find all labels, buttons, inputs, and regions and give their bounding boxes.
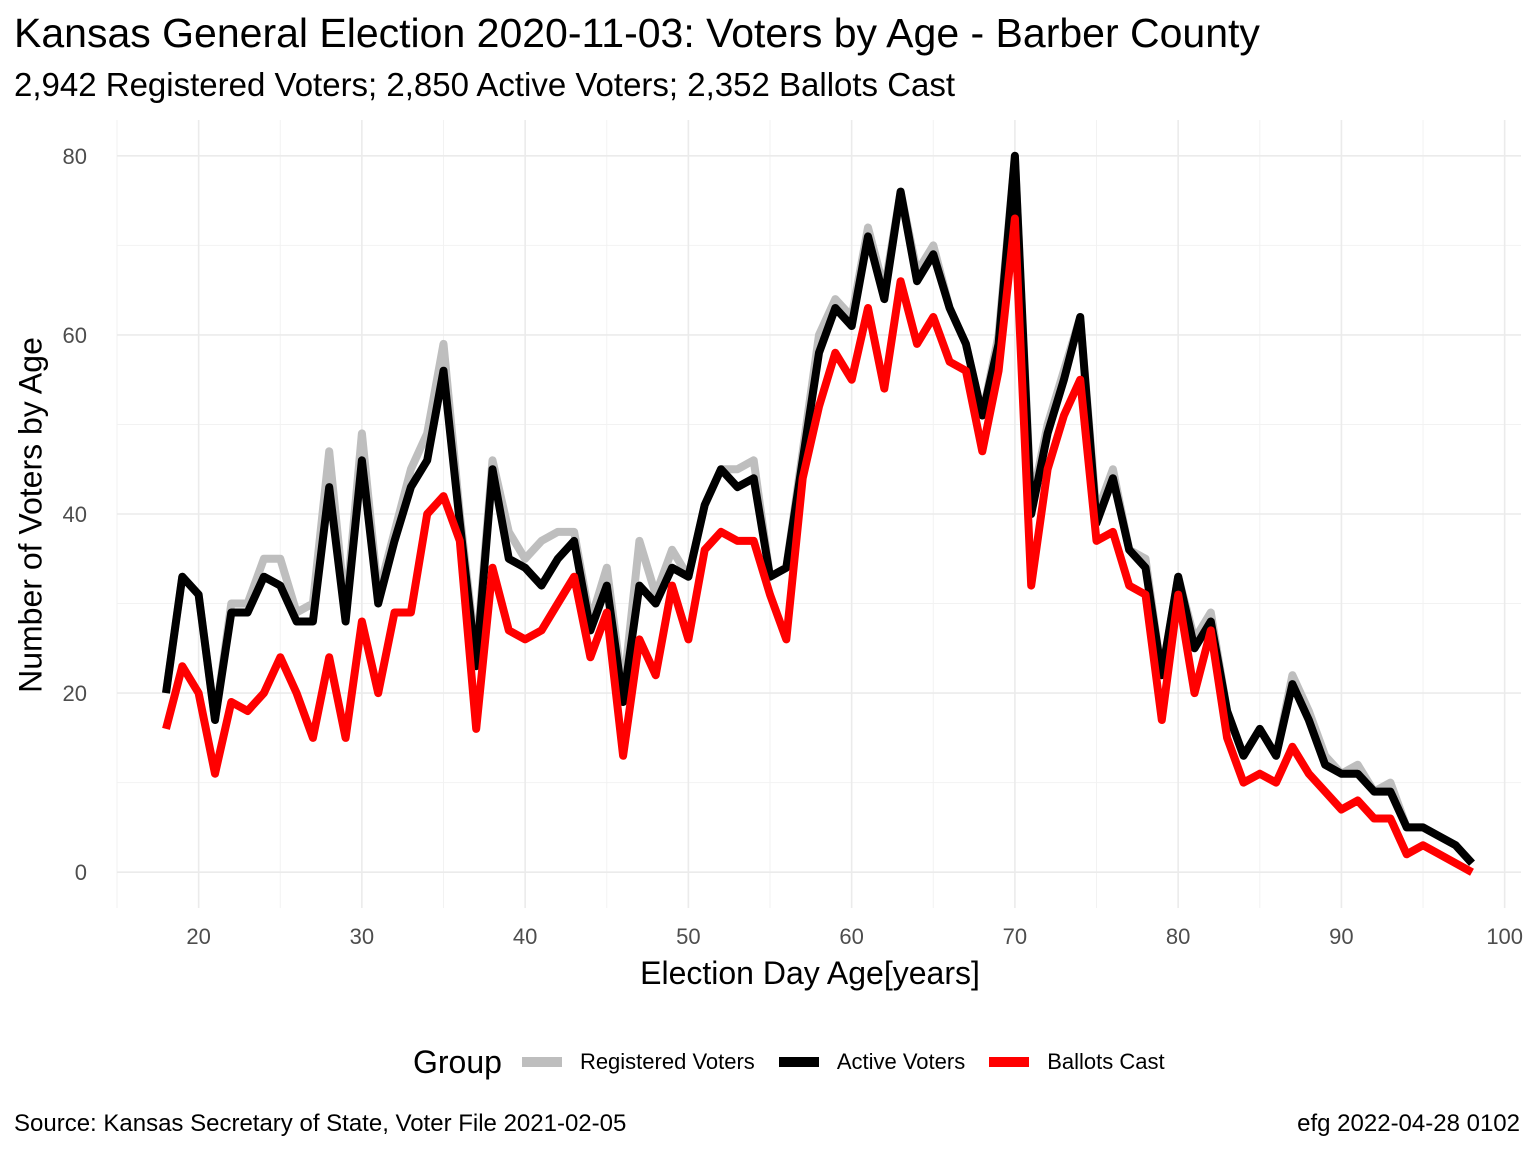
series-lines bbox=[162, 151, 1475, 876]
x-tick-label: 40 bbox=[513, 924, 537, 949]
chart-title: Kansas General Election 2020-11-03: Vote… bbox=[14, 10, 1260, 56]
x-tick-label: 90 bbox=[1329, 924, 1353, 949]
y-tick-label: 0 bbox=[75, 860, 87, 885]
y-tick-label: 20 bbox=[63, 681, 87, 706]
legend: Group Registered Voters Active Voters Ba… bbox=[413, 1040, 1189, 1084]
credit-caption: efg 2022-04-28 0102 bbox=[1297, 1110, 1520, 1137]
legend-label-ballots-cast: Ballots Cast bbox=[1047, 1049, 1165, 1074]
x-tick-label: 60 bbox=[839, 924, 863, 949]
x-tick-label: 50 bbox=[676, 924, 700, 949]
y-tick-label: 60 bbox=[63, 323, 87, 348]
series-line-ballots-cast bbox=[162, 214, 1474, 876]
x-tick-label: 100 bbox=[1486, 924, 1523, 949]
y-tick-label: 40 bbox=[63, 502, 87, 527]
legend-item-ballots-cast: Ballots Cast bbox=[989, 1049, 1165, 1075]
legend-item-registered-voters: Registered Voters bbox=[521, 1049, 755, 1075]
x-axis-label: Election Day Age[years] bbox=[640, 955, 980, 991]
legend-label-active-voters: Active Voters bbox=[836, 1049, 966, 1074]
x-tick-label: 20 bbox=[186, 924, 210, 949]
legend-key-ballots-cast bbox=[989, 1057, 1030, 1067]
y-tick-label: 80 bbox=[63, 144, 87, 169]
series-line-active-voters bbox=[162, 151, 1475, 866]
source-caption: Source: Kansas Secretary of State, Voter… bbox=[14, 1110, 627, 1137]
legend-key-registered-voters bbox=[521, 1057, 562, 1067]
x-tick-label: 70 bbox=[1003, 924, 1027, 949]
x-tick-label: 30 bbox=[350, 924, 374, 949]
chart-subtitle: 2,942 Registered Voters; 2,850 Active Vo… bbox=[14, 66, 956, 103]
y-axis-label: Number of Voters by Age bbox=[12, 337, 49, 693]
x-tick-label: 80 bbox=[1166, 924, 1190, 949]
legend-title: Group bbox=[413, 1043, 502, 1080]
axis-tick-labels: 20 30 40 50 60 70 80 90 100 0 20 40 60 80 bbox=[63, 144, 1524, 949]
legend-item-active-voters: Active Voters bbox=[778, 1049, 966, 1075]
legend-label-registered-voters: Registered Voters bbox=[579, 1049, 755, 1074]
legend-key-active-voters bbox=[778, 1057, 819, 1067]
